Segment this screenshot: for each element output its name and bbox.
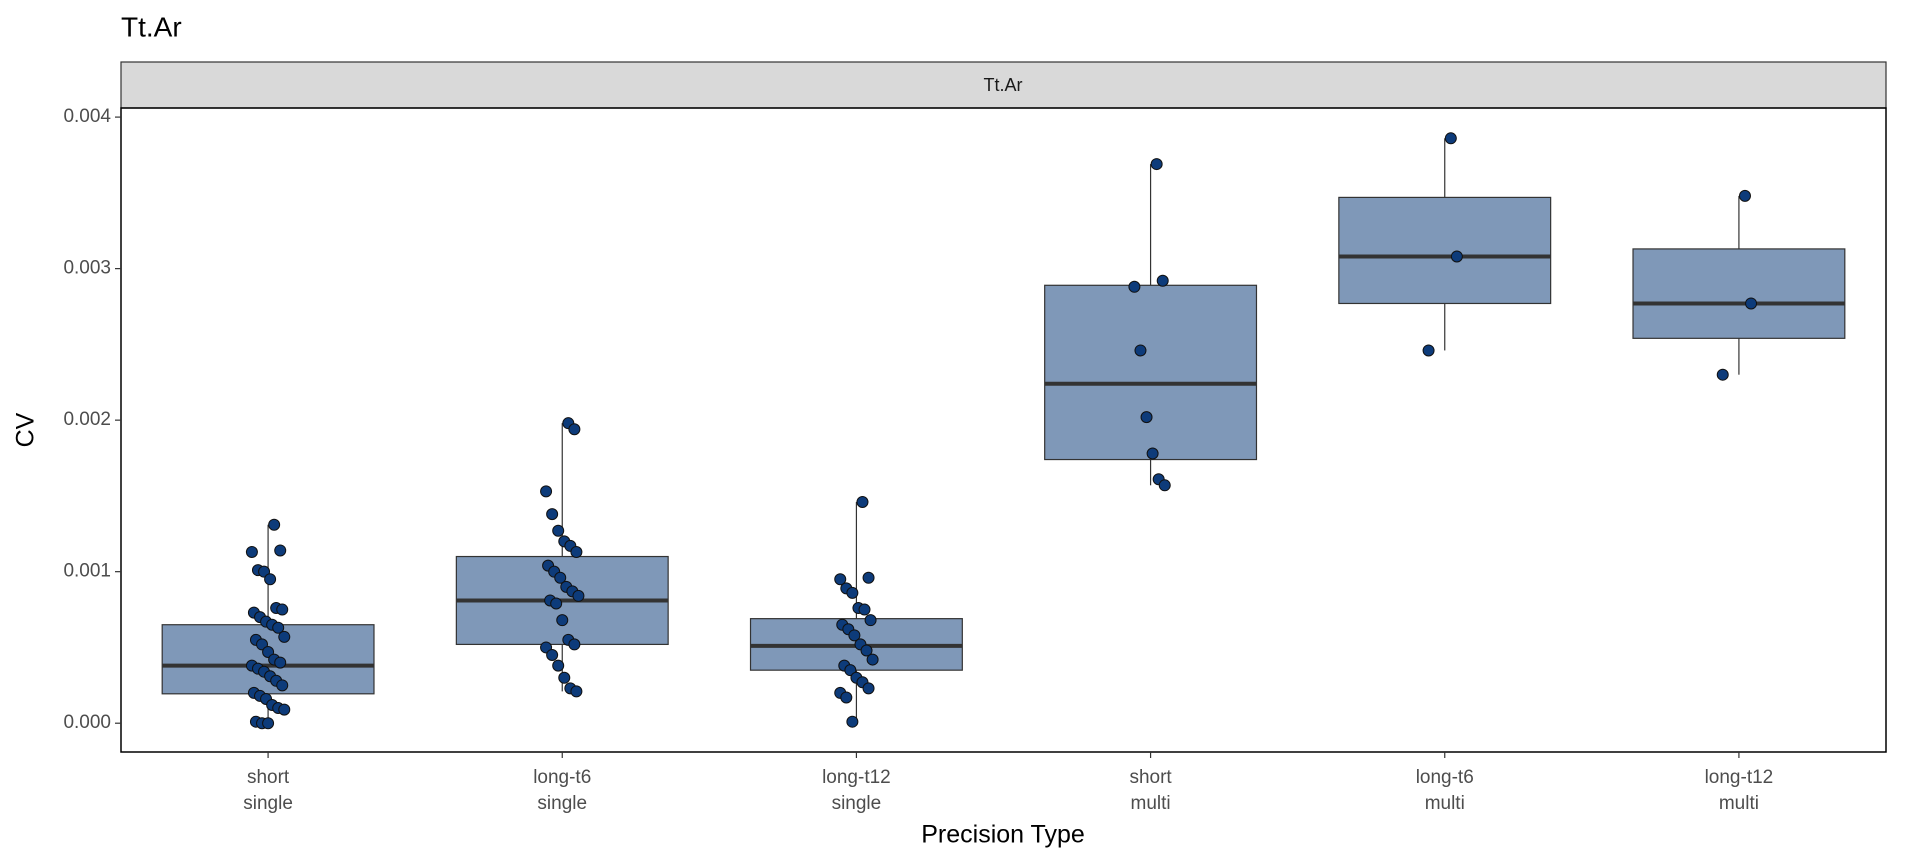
data-point	[1150, 158, 1163, 171]
chart-title: Tt.Ar	[121, 11, 182, 42]
x-tick-label: long-t6	[1416, 767, 1474, 788]
data-point	[556, 614, 569, 627]
x-tick-label: long-t12	[822, 767, 891, 788]
x-tick-label: short	[1129, 767, 1172, 788]
data-point	[550, 597, 563, 610]
data-point	[858, 603, 871, 616]
data-point	[862, 682, 875, 695]
data-point	[552, 659, 565, 672]
data-point	[1158, 479, 1171, 492]
data-point	[1450, 250, 1463, 263]
x-tick-label: multi	[1425, 793, 1465, 814]
box	[1338, 196, 1552, 305]
x-tick-label: multi	[1719, 793, 1759, 814]
data-point	[1745, 297, 1758, 310]
x-tick-label: single	[832, 793, 882, 814]
x-axis-title: Precision Type	[921, 821, 1085, 849]
data-point	[1146, 447, 1159, 460]
y-tick-label: 0.004	[63, 106, 111, 127]
x-tick-label: multi	[1131, 793, 1171, 814]
data-point	[278, 630, 291, 643]
data-point	[274, 656, 287, 669]
x-tick-label: single	[537, 793, 587, 814]
box	[1632, 248, 1846, 339]
data-point	[274, 544, 287, 557]
data-point	[264, 573, 277, 586]
data-point	[570, 685, 583, 698]
data-point	[546, 508, 559, 521]
data-point	[268, 518, 281, 531]
data-point	[546, 649, 559, 662]
data-point	[272, 621, 285, 634]
x-tick-label: long-t6	[533, 767, 591, 788]
data-point	[846, 586, 859, 599]
data-point	[552, 524, 565, 537]
y-axis-title: CV	[12, 412, 40, 447]
data-point	[1738, 189, 1751, 202]
data-point	[834, 573, 847, 586]
y-tick-label: 0.001	[63, 561, 111, 582]
data-point	[1140, 411, 1153, 424]
data-point	[554, 571, 567, 584]
x-tick-label: short	[247, 767, 290, 788]
data-point	[856, 495, 869, 508]
data-point	[864, 614, 877, 627]
data-point	[1128, 280, 1141, 293]
x-tick-label: single	[243, 793, 293, 814]
facet-strip	[120, 61, 1887, 109]
data-point	[276, 679, 289, 692]
data-point	[1134, 344, 1147, 357]
data-point	[840, 691, 853, 704]
data-point	[846, 715, 859, 728]
data-point	[848, 629, 861, 642]
box	[1044, 284, 1258, 461]
box	[161, 624, 375, 695]
data-point	[866, 653, 879, 666]
facet-label: Tt.Ar	[984, 75, 1023, 95]
data-point	[262, 717, 275, 730]
data-point	[540, 485, 553, 498]
data-point	[245, 545, 258, 558]
data-point	[1422, 344, 1435, 357]
data-point	[276, 603, 289, 616]
y-tick-label: 0.002	[63, 409, 111, 430]
data-point	[1444, 132, 1457, 145]
data-point	[860, 644, 873, 657]
plot-panel	[120, 107, 1887, 753]
data-point	[570, 545, 583, 558]
data-point	[278, 703, 291, 716]
data-point	[572, 589, 585, 602]
y-tick-label: 0.003	[63, 258, 111, 279]
data-point	[1716, 368, 1729, 381]
data-point	[1156, 274, 1169, 287]
data-point	[568, 423, 581, 436]
x-tick-label: long-t12	[1705, 767, 1774, 788]
data-point	[862, 571, 875, 584]
y-tick-label: 0.000	[63, 712, 111, 733]
data-point	[568, 638, 581, 651]
data-point	[558, 671, 571, 684]
